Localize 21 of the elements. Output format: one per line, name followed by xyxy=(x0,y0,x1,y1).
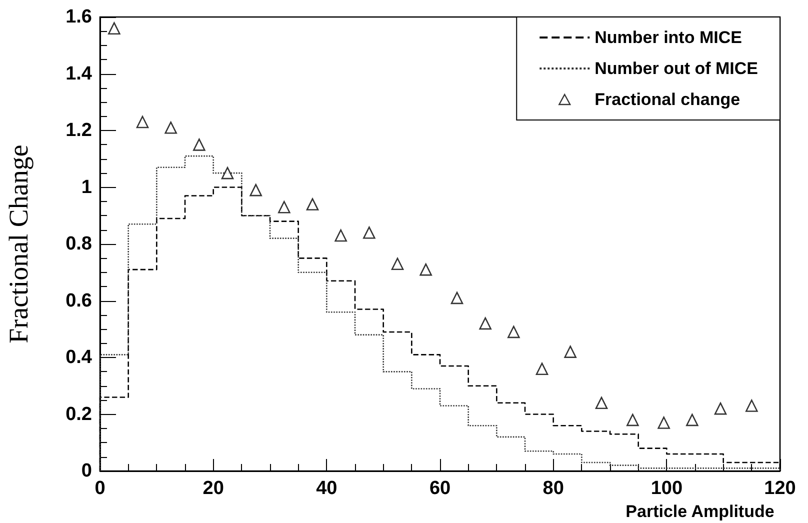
x-tick-label: 100 xyxy=(650,478,683,499)
x-tick-label: 0 xyxy=(94,478,106,499)
y-tick-label: 1.6 xyxy=(66,6,92,28)
y-tick-label: 1.4 xyxy=(66,63,92,84)
x-tick-label: 20 xyxy=(202,478,224,499)
legend-label: Number into MICE xyxy=(594,28,742,47)
x-tick-label: 80 xyxy=(542,478,564,499)
legend-label: Fractional change xyxy=(594,90,740,109)
legend-label: Number out of MICE xyxy=(594,59,758,78)
x-tick-label: 40 xyxy=(316,478,338,499)
y-tick-label: 0.8 xyxy=(66,234,92,254)
y-tick-label: 0.4 xyxy=(66,347,92,368)
y-axis-title: Fractional Change xyxy=(4,144,34,344)
x-tick-label: 60 xyxy=(429,478,451,499)
x-axis-title: Particle Amplitude xyxy=(626,502,774,521)
y-tick-label: 0.2 xyxy=(66,404,92,425)
y-tick-label: 0.6 xyxy=(66,290,92,312)
y-tick-label: 0 xyxy=(81,460,92,482)
x-tick-label: 120 xyxy=(764,478,796,499)
y-tick-label: 1 xyxy=(81,176,92,198)
y-tick-label: 1.2 xyxy=(66,120,92,141)
